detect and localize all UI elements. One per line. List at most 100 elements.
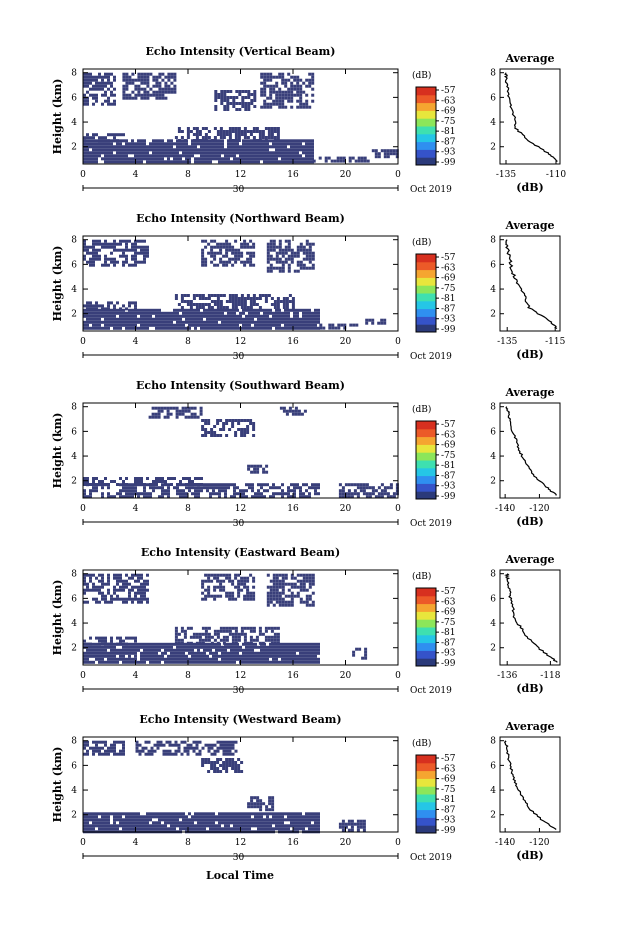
echo-cell [165, 749, 169, 753]
echo-cell [299, 815, 302, 819]
echo-cell [263, 142, 266, 146]
echo-cell [219, 248, 223, 252]
echo-cell [167, 317, 170, 321]
echo-cell [174, 752, 178, 756]
echo-cell [83, 657, 86, 661]
echo-cell [299, 642, 302, 646]
echo-cell [92, 248, 95, 252]
echo-cell [218, 645, 221, 649]
echo-cell [228, 761, 232, 764]
echo-cell [276, 638, 280, 642]
echo-cell [233, 645, 236, 649]
echo-cell [216, 632, 220, 636]
echo-cell [257, 308, 260, 312]
echo-cell [116, 317, 119, 321]
echo-cell [219, 594, 223, 598]
echo-cell [128, 486, 131, 490]
echo-cell [220, 96, 224, 99]
echo-cell [207, 573, 211, 577]
echo-cell [194, 477, 197, 480]
echo-cell [155, 651, 158, 655]
echo-cell [176, 486, 179, 490]
echo-cell [350, 825, 354, 829]
echo-cell [366, 159, 370, 163]
echo-cell [146, 160, 149, 164]
echo-cell [164, 651, 167, 655]
echo-cell [263, 824, 266, 828]
echo-cell [228, 260, 232, 264]
y-tick-label: 8 [71, 236, 77, 246]
echo-cell [243, 303, 247, 306]
echo-cell [275, 96, 279, 100]
colorbar-swatch [416, 421, 436, 430]
echo-cell [290, 594, 294, 598]
echo-cell [116, 815, 119, 819]
echo-cell [83, 824, 86, 828]
echo-cell [104, 639, 107, 643]
panel-3: Echo Intensity (Eastward Beam)2468Height… [51, 546, 561, 696]
echo-cell [290, 154, 293, 158]
echo-cell [273, 632, 277, 636]
echo-cell [128, 142, 131, 146]
echo-cell [176, 821, 179, 825]
echo-cell [83, 639, 86, 643]
echo-cell [281, 266, 285, 270]
echo-cell [228, 591, 232, 595]
echo-cell [278, 311, 281, 315]
echo-cell [233, 495, 236, 499]
echo-cell [251, 308, 254, 312]
echo-cell [104, 654, 107, 658]
echo-cell [287, 651, 290, 655]
echo-cell [207, 632, 211, 636]
echo-cell [83, 591, 86, 595]
echo-cell [190, 406, 194, 410]
echo-cell [311, 827, 314, 831]
echo-cell [155, 157, 158, 161]
echo-cell [203, 311, 206, 315]
echo-cell [92, 746, 95, 750]
echo-cell [143, 821, 146, 825]
echo-cell [230, 160, 233, 164]
echo-cell [137, 812, 140, 816]
echo-cell [113, 99, 116, 103]
echo-cell [149, 818, 152, 822]
colorbar-swatch [416, 293, 436, 302]
echo-cell [311, 815, 314, 819]
echo-cell [122, 585, 125, 589]
colorbar-label: (dB) [412, 404, 431, 415]
echo-cell [227, 812, 230, 816]
echo-cell [107, 818, 110, 822]
echo-layer [247, 796, 275, 812]
echo-cell [210, 294, 214, 297]
echo-cell [158, 142, 161, 146]
echo-cell [203, 326, 206, 330]
echo-cell [152, 151, 155, 155]
echo-cell [237, 303, 241, 306]
echo-cell [209, 827, 212, 831]
echo-cell [294, 412, 298, 416]
echo-cell [314, 314, 317, 318]
x-tick-label: 4 [133, 671, 139, 681]
echo-cell [184, 415, 188, 419]
echo-cell [269, 139, 272, 143]
echo-cell [163, 406, 167, 410]
colorbar-tick-label: -57 [441, 253, 456, 263]
echo-cell [231, 303, 235, 306]
echo-cell [234, 635, 238, 639]
echo-cell [237, 767, 241, 770]
echo-cell [275, 99, 279, 103]
echo-cell [86, 588, 89, 592]
echo-cell [206, 311, 209, 315]
echo-cell [272, 821, 275, 825]
echo-cell [98, 145, 101, 149]
echo-cell [344, 495, 348, 499]
echo-cell [200, 317, 203, 321]
echo-cell [199, 409, 203, 413]
echo-cell [278, 248, 282, 252]
echo-cell [83, 743, 86, 747]
echo-cell [285, 303, 289, 306]
echo-cell [245, 818, 248, 822]
echo-cell [98, 746, 101, 750]
echo-cell [161, 642, 164, 646]
echo-cell [198, 740, 202, 744]
